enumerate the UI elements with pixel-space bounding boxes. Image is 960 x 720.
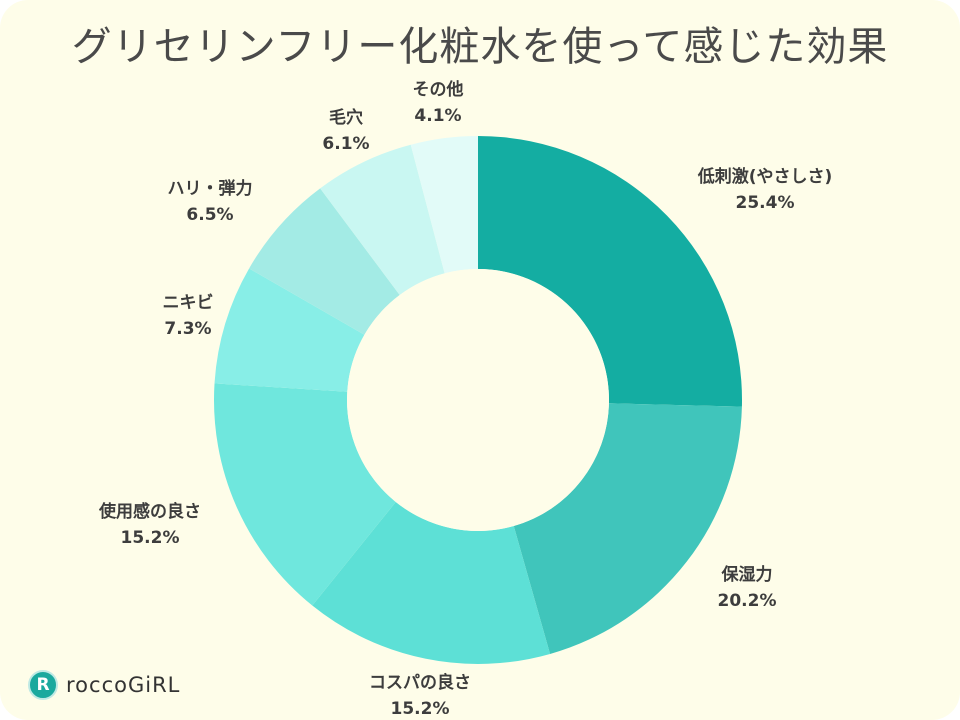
logo-text: roccoGiRL xyxy=(66,673,181,697)
slice-value-0: 25.4% xyxy=(736,193,795,213)
slice-value-6: 6.1% xyxy=(322,134,369,154)
slice-value-5: 6.5% xyxy=(186,205,233,225)
slice-4 xyxy=(214,268,365,392)
slice-value-4: 7.3% xyxy=(164,319,211,339)
slice-label-5: ハリ・弾力 xyxy=(168,178,253,199)
slice-value-3: 15.2% xyxy=(121,528,180,548)
slice-value-2: 15.2% xyxy=(391,699,450,719)
chart-title: グリセリンフリー化粧水を使って感じた効果 xyxy=(71,24,889,70)
logo-mark-icon: R xyxy=(28,670,58,700)
slice-value-7: 4.1% xyxy=(414,106,461,126)
slice-3 xyxy=(214,383,396,606)
slice-5 xyxy=(249,188,400,335)
slice-7 xyxy=(410,136,478,274)
slice-2 xyxy=(312,501,551,664)
logo: R roccoGiRL xyxy=(28,670,180,700)
slice-label-7: その他 xyxy=(413,79,464,100)
slice-6 xyxy=(320,144,445,295)
slice-label-0: 低刺激(やさしさ) xyxy=(697,166,833,187)
slice-label-6: 毛穴 xyxy=(329,107,363,128)
slice-1 xyxy=(513,403,742,654)
slice-label-3: 使用感の良さ xyxy=(98,501,201,522)
slice-0 xyxy=(478,136,742,407)
slice-label-2: コスパの良さ xyxy=(369,672,471,693)
slice-label-1: 保湿力 xyxy=(721,564,773,585)
donut-hole xyxy=(347,269,609,531)
slice-value-1: 20.2% xyxy=(718,591,777,611)
slice-label-4: ニキビ xyxy=(163,293,214,313)
